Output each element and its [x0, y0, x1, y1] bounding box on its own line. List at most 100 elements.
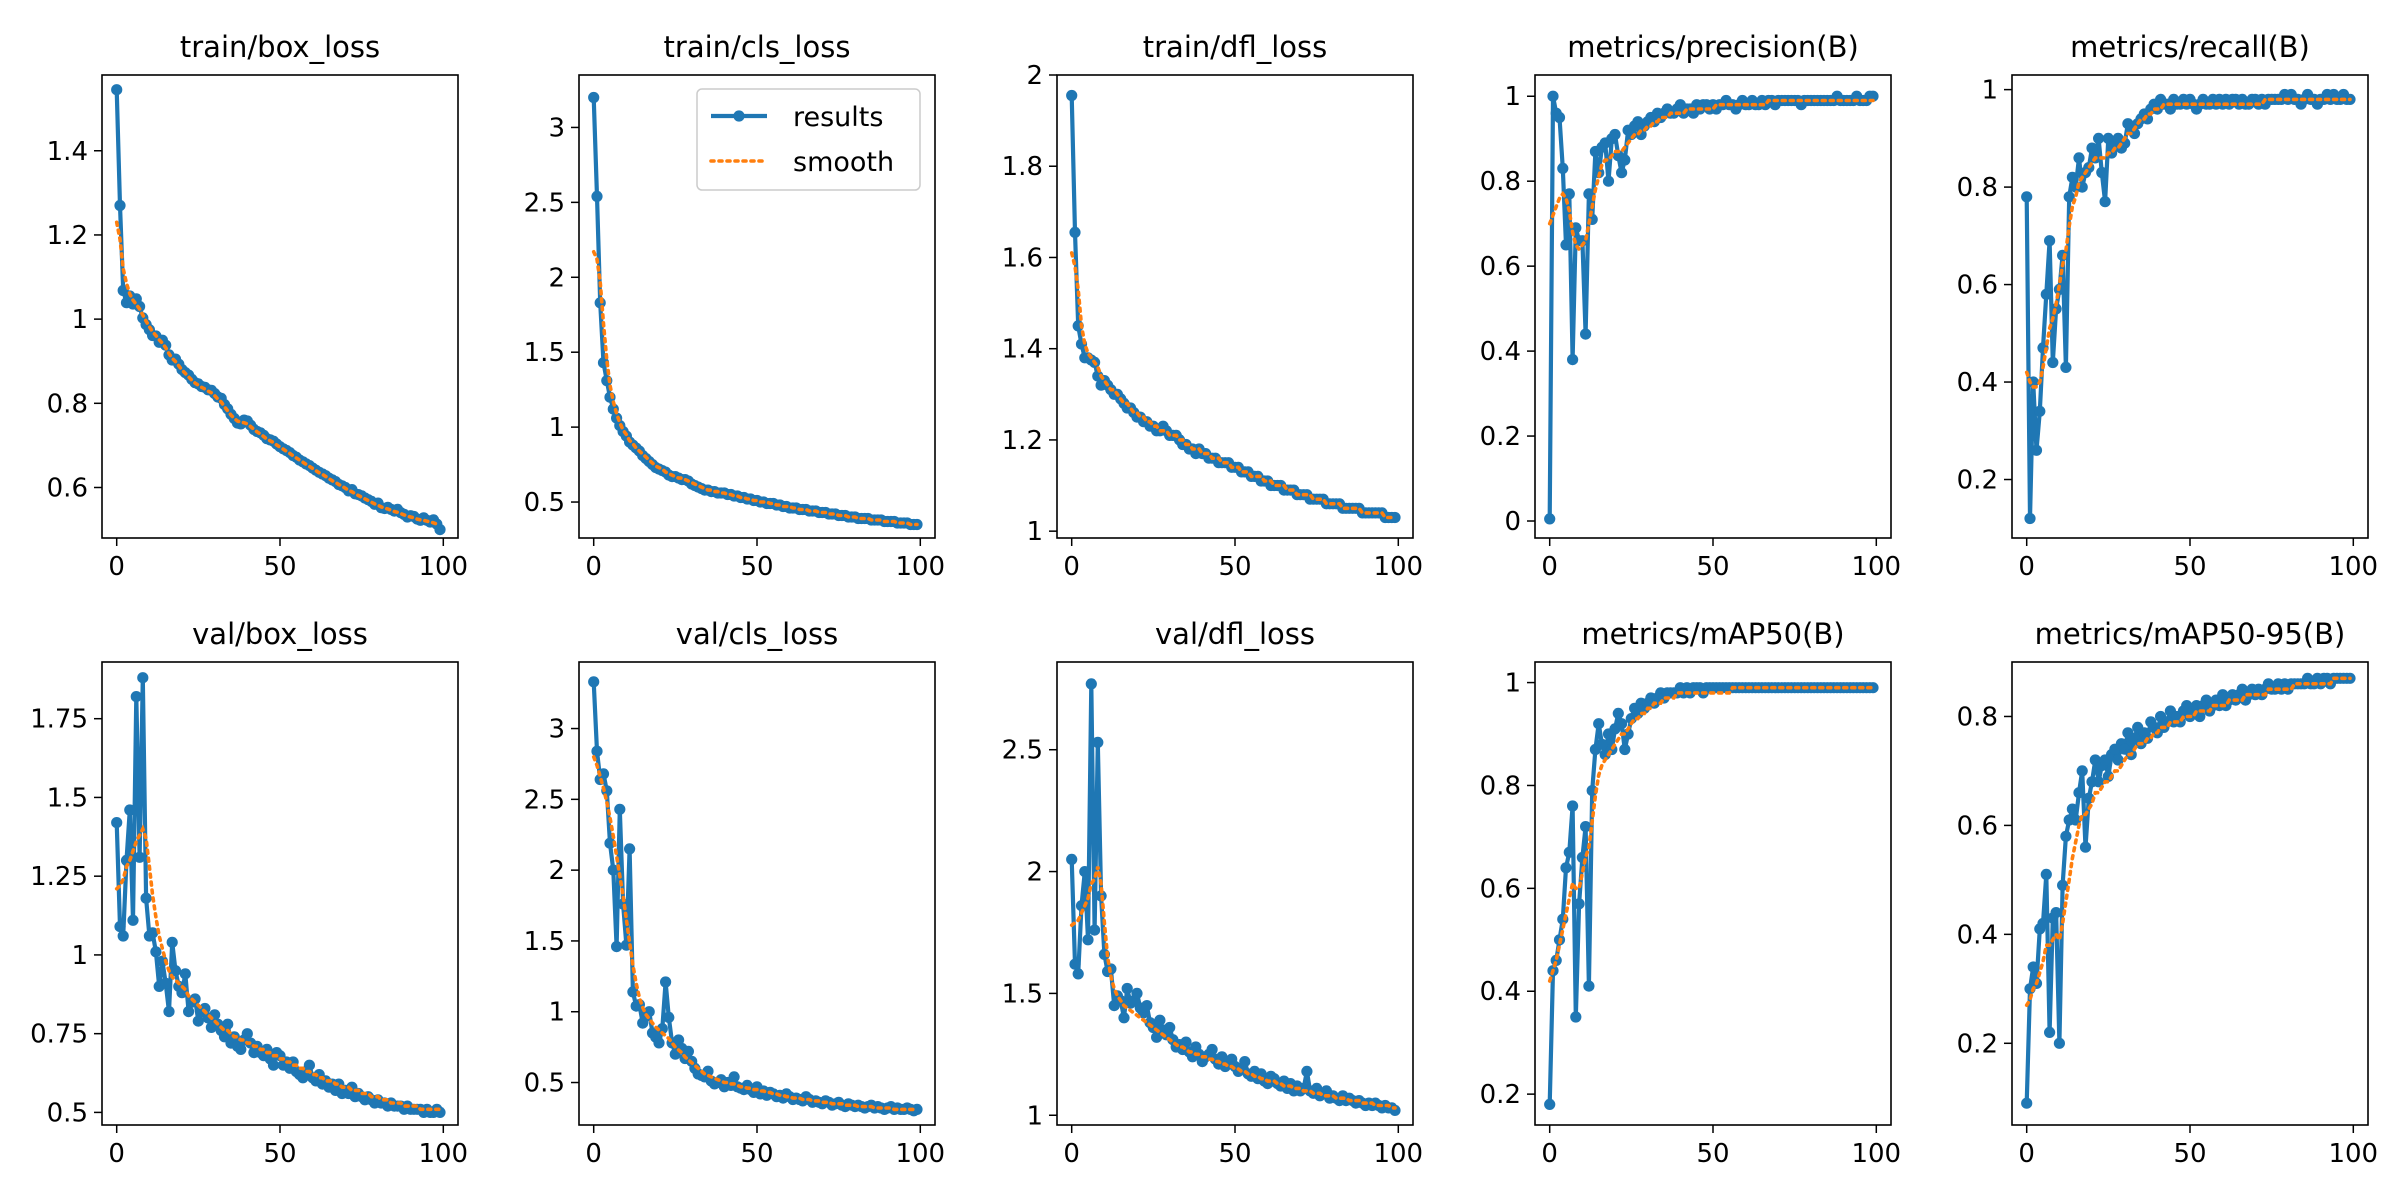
data-point-results: [1563, 188, 1575, 200]
legend-label-results: results: [793, 102, 883, 133]
y-tick-label: 0.8: [1480, 771, 1521, 801]
data-point-results: [2086, 142, 2098, 154]
x-tick-label: 50: [740, 1139, 773, 1169]
y-tick-label: 1: [71, 941, 88, 971]
data-point-results: [1553, 111, 1566, 124]
data-point-results: [1619, 154, 1631, 166]
y-tick-label: 0: [1504, 507, 1521, 537]
data-point-results: [2128, 127, 2141, 140]
data-point-results: [2093, 132, 2105, 144]
series-line-smooth: [2024, 97, 2352, 389]
data-point-results: [192, 1015, 204, 1027]
x-tick-label: 100: [2328, 1139, 2378, 1169]
data-point-results: [114, 921, 126, 933]
data-point-results: [1151, 1031, 1163, 1043]
x-tick-label: 50: [2173, 1139, 2206, 1169]
data-point-results: [611, 941, 623, 953]
data-point-results: [2060, 361, 2072, 373]
series-line-smooth: [591, 755, 919, 1112]
data-point-results: [183, 1006, 195, 1018]
subplot-6: val/box_loss 0 50 100 0.5 0.75 1 1.25 1.5 1.75: [30, 617, 468, 1169]
data-point-results: [1567, 354, 1579, 366]
data-point-results: [1239, 1056, 1251, 1068]
y-tick-label: 1: [1026, 517, 1043, 547]
x-tick-label: 50: [1696, 552, 1729, 582]
y-tick-label: 1: [1981, 76, 1998, 106]
plot-frame: [1534, 661, 1892, 1126]
data-point-results: [2030, 444, 2043, 456]
y-tick-label: 1.5: [47, 783, 88, 813]
plot-frame: [1534, 74, 1892, 539]
subplot-1: train/box_loss 0 50 100 0.6 0.8 1 1.2 1.4: [47, 30, 468, 582]
data-point-results: [303, 1059, 315, 1071]
plot-frame: [2011, 74, 2369, 539]
y-tick-label: 1.5: [524, 927, 565, 957]
data-point-results: [2057, 879, 2069, 891]
x-tick-label: 100: [1373, 1139, 1423, 1169]
plot-frame: [101, 74, 459, 539]
data-point-results: [1593, 718, 1605, 730]
subplot-title: metrics/recall(B): [2070, 30, 2310, 64]
subplot-title: metrics/mAP50-95(B): [2035, 617, 2346, 651]
data-point-results: [166, 936, 178, 948]
x-tick-label: 100: [418, 1139, 468, 1169]
subplot-8: val/dfl_loss 0 50 100 1 1.5 2 2.5: [1002, 617, 1423, 1169]
y-tick-label: 2.5: [524, 188, 565, 218]
plot-frame: [578, 661, 936, 1126]
data-point-results: [160, 977, 172, 989]
data-point-results: [1612, 707, 1624, 720]
data-point-results: [1118, 1012, 1130, 1024]
x-tick-label: 100: [1373, 552, 1423, 582]
x-tick-label: 0: [108, 1139, 125, 1169]
data-point-results: [656, 1023, 668, 1035]
y-tick-label: 0.6: [47, 473, 88, 503]
data-point-results: [222, 1018, 234, 1030]
data-point-results: [2027, 961, 2039, 973]
data-point-results: [1609, 128, 1621, 141]
data-point-results: [682, 1045, 695, 1057]
data-point-results: [163, 1006, 175, 1018]
data-point-results: [1602, 175, 1615, 187]
data-point-results: [2060, 830, 2072, 842]
data-point-results: [147, 927, 159, 939]
subplot-title: val/dfl_loss: [1155, 617, 1315, 651]
data-point-results: [434, 524, 446, 536]
data-point-results: [1082, 934, 1094, 946]
y-tick-label: 1.8: [1002, 152, 1043, 182]
data-point-results: [1066, 853, 1078, 866]
data-point-results: [1301, 1065, 1313, 1077]
data-point-results: [150, 946, 162, 958]
data-point-results: [179, 968, 191, 980]
data-point-results: [588, 676, 600, 688]
data-point-results: [1567, 800, 1579, 812]
x-tick-label: 50: [263, 1139, 296, 1169]
y-tick-label: 0.2: [1957, 466, 1998, 496]
data-point-results: [1180, 1036, 1192, 1048]
y-tick-label: 0.8: [1957, 173, 1998, 203]
x-tick-label: 0: [2018, 1139, 2035, 1169]
data-point-results: [1560, 862, 1572, 874]
series-line-smooth: [1069, 251, 1397, 520]
legend-label-smooth: smooth: [793, 147, 894, 178]
y-tick-label: 0.8: [1957, 702, 1998, 732]
data-point-results: [2112, 754, 2124, 766]
data-point-results: [2021, 191, 2033, 203]
plot-frame: [101, 661, 459, 1126]
data-point-results: [1867, 682, 1879, 694]
data-point-results: [117, 930, 129, 942]
data-point-results: [2021, 1097, 2033, 1109]
subplot-title: metrics/precision(B): [1567, 30, 1859, 64]
data-point-results: [134, 851, 146, 863]
y-tick-label: 0.5: [524, 488, 565, 518]
data-point-results: [1206, 1043, 1218, 1056]
data-point-results: [1583, 980, 1595, 992]
x-tick-label: 100: [1851, 1139, 1901, 1169]
y-tick-label: 1: [548, 413, 565, 443]
x-tick-label: 50: [2173, 552, 2206, 582]
data-point-results: [660, 976, 672, 988]
x-tick-label: 100: [418, 552, 468, 582]
data-point-results: [2079, 841, 2092, 853]
subplot-7: val/cls_loss 0 50 100 0.5 1 1.5 2 2.5 3: [524, 617, 945, 1169]
data-point-results: [1557, 162, 1569, 174]
data-point-results: [911, 1103, 923, 1115]
